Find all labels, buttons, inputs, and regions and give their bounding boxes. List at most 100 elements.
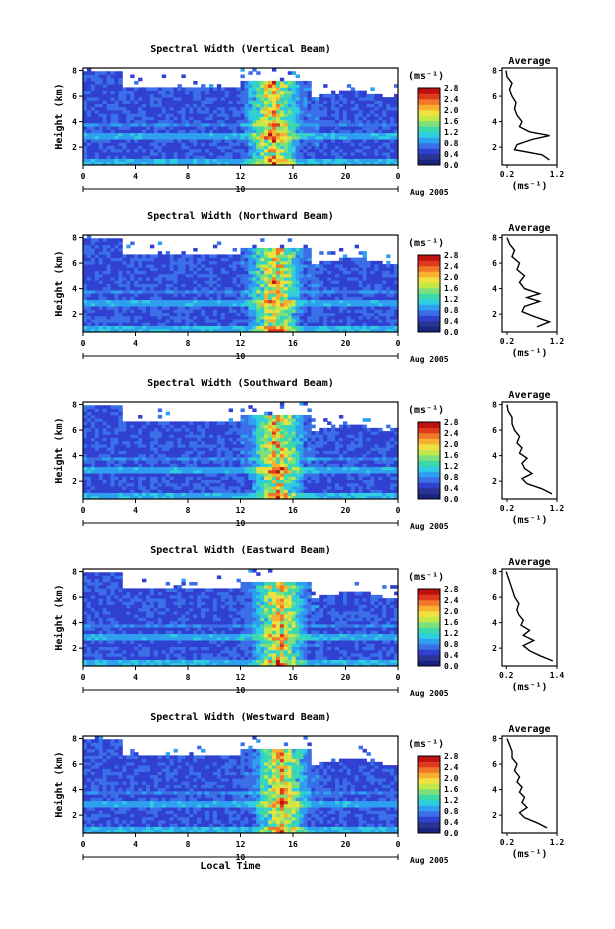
heatmap-cell [130, 460, 135, 464]
heatmap-cell [149, 299, 155, 304]
heatmap-cell [189, 267, 194, 271]
heatmap-cell [315, 110, 320, 114]
heatmap-cell [197, 273, 202, 278]
heatmap-cell [110, 264, 115, 268]
heatmap-cell [153, 135, 159, 140]
heatmap-cell [126, 126, 131, 130]
heatmap-cell [236, 257, 241, 262]
heatmap-cell [382, 299, 387, 304]
heatmap-cell [86, 283, 92, 288]
heatmap-cell [303, 161, 308, 166]
heatmap-cell [299, 113, 304, 117]
heatmap-cell [149, 122, 155, 127]
heatmap-cell [205, 479, 210, 484]
heatmap-cell [287, 257, 293, 262]
heatmap-cell [209, 444, 214, 448]
heatmap-cell [374, 145, 379, 150]
heatmap-cell [311, 319, 316, 323]
heatmap-cell [149, 456, 155, 461]
heatmap-cell [232, 93, 237, 98]
profile-y-tick-label: 2 [492, 143, 497, 152]
heatmap-cell [232, 264, 237, 268]
heatmap-cell [390, 129, 395, 134]
heatmap-cell [173, 129, 178, 134]
heatmap-cell [291, 126, 297, 130]
heatmap-cell [354, 103, 360, 108]
heatmap-cell [114, 80, 119, 85]
heatmap-cell [201, 100, 206, 104]
heatmap-cell [236, 152, 241, 156]
heatmap-cell [157, 476, 163, 480]
heatmap-cell [83, 299, 88, 304]
heatmap-cell [295, 289, 300, 294]
heatmap-cell [275, 116, 281, 121]
heatmap-cell [264, 145, 269, 150]
heatmap-cell [232, 247, 237, 252]
heatmap-cell [315, 322, 320, 326]
heatmap-cell [86, 306, 92, 310]
heatmap-cell [244, 312, 249, 317]
heatmap-cell [256, 283, 261, 288]
heatmap-cell [331, 100, 336, 104]
heatmap-cell [307, 84, 312, 88]
heatmap-cell [122, 492, 127, 497]
heatmap-cell [114, 103, 119, 108]
heatmap-cell [295, 254, 300, 259]
heatmap-cell [189, 148, 194, 153]
heatmap-cell [323, 139, 328, 143]
heatmap-cell [94, 126, 100, 130]
heatmap-cell [366, 155, 371, 159]
heatmap-cell [232, 132, 237, 137]
heatmap-cell [232, 103, 237, 108]
heatmap-cell [378, 106, 383, 111]
heatmap-cell [212, 254, 218, 259]
heatmap-cell [177, 158, 182, 163]
heatmap-cell [157, 280, 163, 284]
heatmap-cell [205, 492, 210, 497]
heatmap-cell [193, 489, 198, 493]
heatmap-cell [338, 325, 344, 330]
heatmap-cell [114, 152, 119, 156]
heatmap-cell [390, 296, 395, 301]
heatmap-cell [134, 482, 139, 487]
heatmap-cell [299, 80, 304, 85]
heatmap-cell [212, 482, 218, 487]
heatmap-cell [114, 450, 119, 455]
heatmap-cell [212, 122, 218, 127]
heatmap-cell [173, 97, 178, 101]
heatmap-cell [130, 469, 135, 474]
heatmap-cell [142, 139, 147, 143]
heatmap-cell [161, 110, 167, 114]
heatmap-cell [165, 110, 171, 114]
heatmap-cell [378, 302, 383, 307]
heatmap-cell [272, 142, 277, 146]
heatmap-cell [319, 116, 324, 121]
heatmap-cell [323, 302, 328, 307]
heatmap-cell [169, 110, 174, 114]
heatmap-cell [346, 306, 352, 310]
heatmap-cell [216, 254, 222, 259]
heatmap-cell [256, 251, 261, 255]
heatmap-cell [287, 328, 293, 333]
heatmap-cell [272, 325, 277, 330]
heatmap-cell [114, 447, 119, 451]
heatmap-cell [114, 322, 119, 326]
heatmap-cell [83, 469, 88, 474]
heatmap-cell [149, 427, 155, 432]
heatmap-cell [130, 277, 135, 281]
heatmap-cell [386, 289, 391, 294]
heatmap-cell [169, 161, 174, 166]
heatmap-cell [134, 155, 139, 159]
heatmap-cell [272, 155, 277, 159]
heatmap-cell [90, 482, 96, 487]
heatmap-cell [209, 280, 214, 284]
heatmap-cell [327, 139, 332, 143]
heatmap-cell [126, 87, 131, 92]
heatmap-cell [335, 139, 340, 143]
heatmap-cell [256, 328, 261, 333]
heatmap-cell [197, 325, 202, 330]
heatmap-cell [134, 273, 139, 278]
heatmap-cell [228, 299, 234, 304]
heatmap-cell [177, 122, 182, 127]
heatmap-cell [173, 93, 178, 98]
